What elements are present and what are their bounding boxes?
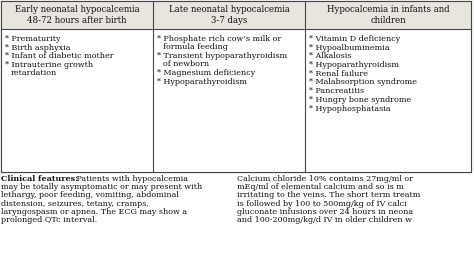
Bar (1, 1, 153, 29)
Text: Patients with hypocalcemia: Patients with hypocalcemia (74, 175, 188, 183)
Text: mEq/ml of elemental calcium and so is m: mEq/ml of elemental calcium and so is m (237, 183, 404, 191)
Text: Early neonatal hypocalcemia
48-72 hours after birth: Early neonatal hypocalcemia 48-72 hours … (15, 5, 139, 25)
Bar (153, 29, 305, 172)
Text: * Vitamin D deficiency: * Vitamin D deficiency (309, 35, 400, 43)
Bar (1, 29, 153, 172)
Text: may be totally asymptomatic or may present with: may be totally asymptomatic or may prese… (1, 183, 202, 191)
Text: irritating to the veins. The short term treatm: irritating to the veins. The short term … (237, 191, 420, 199)
Text: * Intrauterine growth: * Intrauterine growth (5, 61, 93, 69)
Text: retardation: retardation (11, 69, 57, 77)
Text: distension, seizures, tetany, cramps,: distension, seizures, tetany, cramps, (1, 200, 149, 207)
Text: Hypocalcemia in infants and
children: Hypocalcemia in infants and children (327, 5, 449, 25)
Text: * Hypoalbuminemia: * Hypoalbuminemia (309, 44, 390, 52)
Text: * Hypoparathyroidism: * Hypoparathyroidism (309, 61, 399, 69)
Text: prolonged QTc interval.: prolonged QTc interval. (1, 216, 97, 224)
Text: * Birth asphyxia: * Birth asphyxia (5, 44, 71, 52)
Text: laryngospasm or apnea. The ECG may show a: laryngospasm or apnea. The ECG may show … (1, 208, 187, 216)
Bar (1, 1, 471, 172)
Text: Late neonatal hypocalcemia
3-7 days: Late neonatal hypocalcemia 3-7 days (169, 5, 290, 25)
Text: * Infant of diabetic mother: * Infant of diabetic mother (5, 52, 114, 60)
Text: * Phosphate rich cow’s milk or: * Phosphate rich cow’s milk or (157, 35, 281, 43)
Bar (305, 29, 471, 172)
Text: Clinical features:: Clinical features: (1, 175, 78, 183)
Text: * Hypoparathyroidism: * Hypoparathyroidism (157, 78, 247, 85)
Text: of newborn: of newborn (163, 60, 209, 68)
Text: * Alkalosis: * Alkalosis (309, 52, 352, 60)
Bar (153, 1, 305, 29)
Text: formula feeding: formula feeding (163, 43, 228, 51)
Text: * Magnesium deficiency: * Magnesium deficiency (157, 69, 255, 77)
Text: * Renal failure: * Renal failure (309, 70, 368, 78)
Text: * Pancreatitis: * Pancreatitis (309, 87, 364, 95)
Text: * Prematurity: * Prematurity (5, 35, 61, 43)
Text: gluconate infusions over 24 hours in neona: gluconate infusions over 24 hours in neo… (237, 208, 413, 216)
Text: * Hypophosphatasia: * Hypophosphatasia (309, 105, 391, 112)
Bar (305, 1, 471, 29)
Text: * Hungry bone syndrome: * Hungry bone syndrome (309, 96, 411, 104)
Text: * Transient hypoparathyroidism: * Transient hypoparathyroidism (157, 52, 287, 60)
Text: and 100-200mg/kg/d IV in older children w: and 100-200mg/kg/d IV in older children … (237, 216, 412, 224)
Text: * Malabsorption syndrome: * Malabsorption syndrome (309, 79, 417, 87)
Text: lethargy, poor feeding, vomiting, abdominal: lethargy, poor feeding, vomiting, abdomi… (1, 191, 179, 199)
Text: Calcium chloride 10% contains 27mg/ml or: Calcium chloride 10% contains 27mg/ml or (237, 175, 413, 183)
Text: is followed by 100 to 500mg/kg of IV calci: is followed by 100 to 500mg/kg of IV cal… (237, 200, 407, 207)
